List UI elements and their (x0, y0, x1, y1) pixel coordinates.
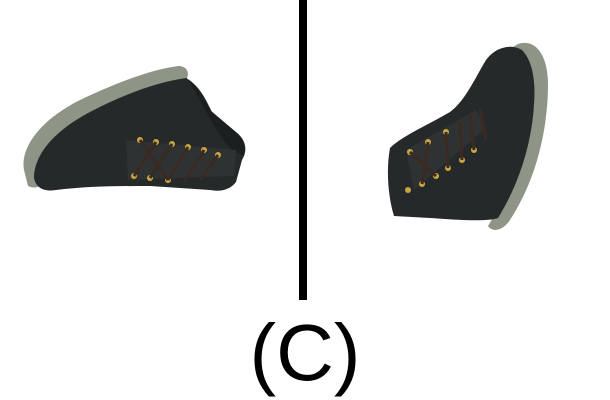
vertical-divider (299, 0, 307, 300)
right-boot-laces (408, 107, 488, 185)
figure-caption: (C) (249, 308, 361, 397)
left-boot-panel (0, 0, 296, 300)
right-boot-image (387, 42, 548, 230)
left-boot-image (23, 66, 246, 191)
right-boot-panel (310, 0, 610, 300)
left-boot-collar (186, 78, 245, 156)
left-boot-laces (132, 139, 220, 183)
